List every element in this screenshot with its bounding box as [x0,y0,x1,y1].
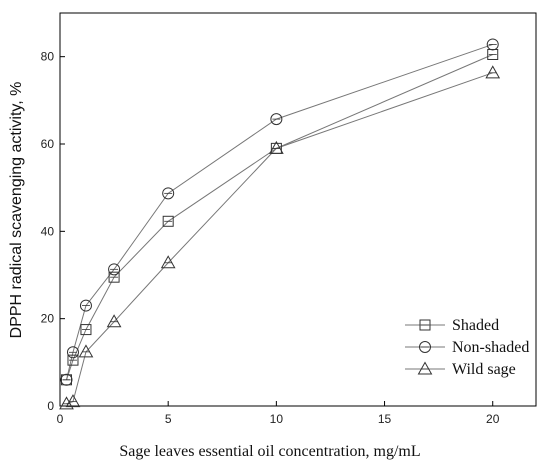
legend-marker-wild-sage [417,361,433,375]
legend-marker-shaded [419,319,431,331]
point-non-shaded [60,373,73,386]
x-tick-label: 0 [57,412,64,426]
point-shaded [108,271,120,283]
point-wild-sage [485,65,501,79]
point-non-shaded [270,113,283,126]
y-tick-label: 60 [41,137,55,151]
x-tick-label: 5 [165,412,172,426]
series-line-shaded [66,54,493,380]
series-lines [66,43,493,405]
point-shaded [67,354,79,366]
y-axis-title: DPPH radical scavenging activity, % [8,82,25,339]
plot-frame [59,12,537,407]
point-wild-sage [106,314,122,328]
x-tick-label: 10 [270,412,284,426]
point-non-shaded [162,187,175,200]
y-tick-label: 20 [41,312,55,326]
point-shaded [162,215,174,227]
x-tick-label: 15 [378,412,392,426]
point-wild-sage [59,396,74,410]
point-wild-sage [78,344,94,358]
legend-label-wild-sage: Wild sage [452,361,516,378]
point-non-shaded [108,263,121,276]
y-tick-label: 0 [47,399,54,413]
y-tick-label: 40 [41,224,55,238]
legend: Shaded Non-shaded Wild sage [405,317,529,378]
point-shaded [80,324,92,336]
point-non-shaded [486,38,499,51]
x-axis-title: Sage leaves essential oil concentration,… [119,443,420,460]
point-wild-sage [160,255,176,269]
axis-ticks: 0 5 10 15 20 0 20 40 60 80 [41,50,500,426]
legend-label-non-shaded: Non-shaded [452,339,529,356]
point-non-shaded [66,346,79,359]
point-wild-sage [65,394,81,408]
series-markers [59,38,501,410]
y-tick-label: 80 [41,50,55,64]
point-wild-sage [269,140,284,154]
legend-marker-non-shaded [419,341,431,353]
legend-label-shaded: Shaded [452,317,499,334]
series-line-wild-sage [66,72,493,405]
x-tick-label: 20 [486,412,500,426]
point-non-shaded [79,299,92,312]
